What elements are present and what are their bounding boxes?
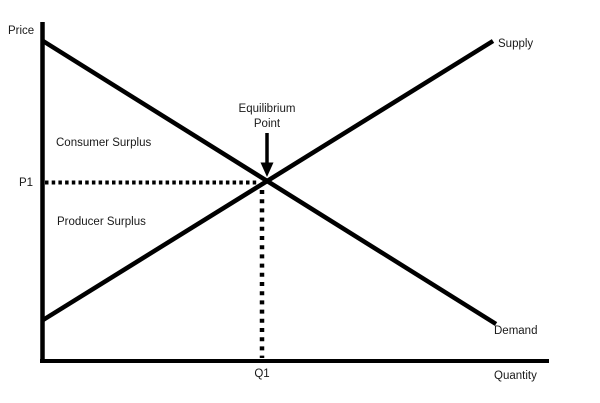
supply-curve-label: Supply bbox=[498, 38, 534, 50]
equilibrium-point-label: Equilibrium Point bbox=[207, 102, 327, 132]
supply-curve bbox=[41, 39, 495, 322]
producer-surplus-label: Producer Surplus bbox=[57, 216, 146, 228]
equilibrium-arrowhead-icon bbox=[260, 162, 274, 177]
x-axis-label: Quantity bbox=[494, 370, 537, 382]
consumer-surplus-label: Consumer Surplus bbox=[56, 137, 152, 149]
equilibrium-label-line2: Point bbox=[253, 118, 281, 130]
demand-curve bbox=[41, 39, 498, 326]
demand-curve-label: Demand bbox=[494, 325, 538, 337]
price-tick-label: P1 bbox=[19, 177, 34, 189]
y-axis-label: Price bbox=[8, 25, 35, 37]
equilibrium-label-line1: Equilibrium bbox=[238, 103, 296, 115]
quantity-tick-label: Q1 bbox=[254, 368, 270, 380]
